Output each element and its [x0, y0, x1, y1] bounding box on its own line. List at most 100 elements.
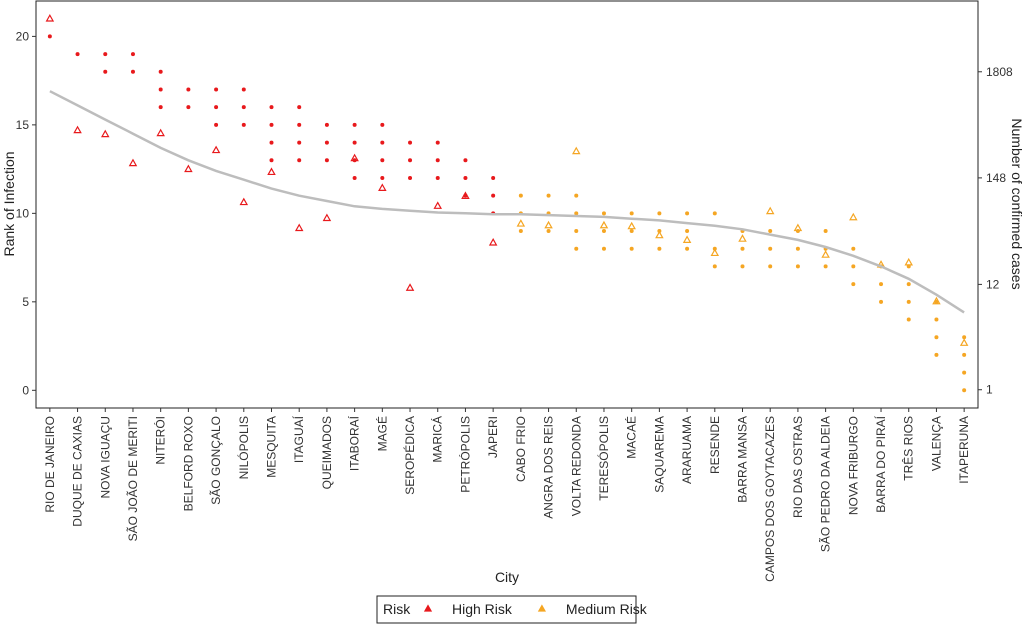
rank-dot	[574, 193, 579, 198]
rank-dot	[574, 229, 579, 234]
legend-label: Medium Risk	[566, 601, 648, 617]
rank-dot	[130, 52, 135, 57]
x-tick-label: ITAPERUNA	[957, 416, 971, 484]
rank-dot	[297, 140, 302, 145]
case-triangle	[932, 296, 941, 305]
case-triangle	[793, 223, 803, 232]
rank-dot	[518, 193, 523, 198]
case-triangle	[571, 146, 581, 155]
x-tick-label: VALENÇA	[929, 416, 943, 471]
rank-dot	[158, 105, 163, 110]
rank-dot	[158, 69, 163, 74]
case-triangle	[461, 191, 470, 199]
x-tick-label: RESENDE	[708, 416, 722, 474]
rank-dot	[352, 122, 357, 127]
rank-dot	[629, 229, 634, 234]
rank-dot	[629, 246, 634, 251]
rank-dot	[297, 158, 302, 163]
case-triangle	[378, 183, 387, 191]
rank-dot	[463, 175, 468, 180]
rank-dot	[934, 317, 939, 322]
rank-dot	[740, 246, 745, 251]
rank-dot	[269, 105, 274, 110]
x-tick-label: SAQUAREMA	[652, 416, 666, 493]
y-tick-label: 0	[22, 383, 29, 397]
case-triangle	[239, 197, 249, 206]
x-tick-label: QUEIMADOS	[320, 416, 334, 489]
rank-dot	[380, 175, 385, 180]
rank-dot	[685, 229, 690, 234]
case-triangle	[599, 220, 609, 229]
rank-dot	[103, 52, 108, 57]
x-tick-label: TERESÓPOLIS	[596, 416, 611, 501]
plot-frame	[35, 0, 979, 409]
rank-dot	[768, 229, 773, 234]
rank-dot	[352, 175, 357, 180]
rank-dot	[851, 264, 856, 269]
rank-dot	[685, 211, 690, 216]
rank-dot	[546, 229, 551, 234]
rank-dot	[380, 140, 385, 145]
x-tick-label: NOVA IGUAÇU	[98, 416, 112, 498]
y-tick-label: 20	[16, 29, 30, 43]
rank-dot	[324, 158, 329, 163]
case-triangle	[710, 248, 720, 257]
case-triangle	[544, 220, 553, 229]
x-tick-label: NITERÓI	[153, 416, 168, 465]
case-triangle	[294, 223, 304, 232]
rank-dot	[962, 352, 967, 357]
x-tick-label: ITAGUAÍ	[291, 415, 306, 463]
x-tick-label: SÃO JOÃO DE MERITI	[126, 416, 140, 541]
rank-dot	[158, 87, 163, 92]
rank-dot	[962, 370, 967, 375]
rank-dot	[685, 246, 690, 251]
x-tick-label: BARRA DO PIRAÍ	[873, 415, 888, 512]
rank-dot	[214, 105, 219, 110]
x-tick-label: SEROPÉDICA	[402, 416, 417, 495]
rank-dot	[823, 264, 828, 269]
rank-dot	[103, 69, 108, 74]
y2-tick-label: 12	[986, 277, 1000, 291]
x-tick-label: CAMPOS DOS GOYTACAZES	[763, 416, 777, 582]
rank-dot	[934, 352, 939, 357]
x-tick-label: RIO DE JANEIRO	[43, 416, 57, 513]
case-triangle	[128, 158, 138, 167]
rank-dot	[241, 105, 246, 110]
rank-dot	[47, 34, 52, 39]
case-triangle	[655, 230, 664, 239]
x-axis-title: City	[495, 569, 519, 585]
rank-dot	[629, 211, 634, 216]
y-tick-label: 10	[16, 206, 30, 220]
x-tick-label: SÃO PEDRO DA ALDEIA	[819, 416, 833, 552]
rank-dot	[574, 246, 579, 251]
case-triangle	[516, 219, 526, 227]
legend-label: High Risk	[452, 601, 513, 617]
case-triangle	[156, 128, 165, 137]
legend-symbol	[423, 604, 433, 612]
x-tick-label: MARICÁ	[430, 416, 445, 463]
rank-dot	[574, 211, 579, 216]
y-tick-label: 5	[22, 295, 29, 309]
rank-dot	[297, 105, 302, 110]
rank-dot	[962, 388, 967, 393]
x-tick-label: CABO FRIO	[514, 416, 528, 482]
rank-dot	[435, 140, 440, 145]
x-tick-label: VOLTA REDONDA	[569, 416, 583, 516]
rank-dot	[518, 229, 523, 234]
rank-dot	[657, 246, 662, 251]
rank-dot	[186, 105, 191, 110]
x-tick-label: JAPERI	[486, 416, 500, 458]
rank-dot	[601, 246, 606, 251]
x-tick-label: ARARUAMA	[680, 416, 694, 484]
rank-dot	[657, 211, 662, 216]
rank-dot	[851, 282, 856, 287]
x-tick-label: NOVA FRIBURGO	[846, 416, 860, 515]
case-triangle	[184, 164, 193, 173]
rank-dot	[795, 264, 800, 269]
x-tick-label: NILÓPOLIS	[236, 416, 251, 479]
y2-tick-label: 1	[986, 383, 993, 397]
rank-dot	[186, 87, 191, 92]
rank-dot	[435, 158, 440, 163]
x-tick-label: MACAÉ	[624, 416, 639, 459]
rank-dot	[75, 52, 80, 57]
